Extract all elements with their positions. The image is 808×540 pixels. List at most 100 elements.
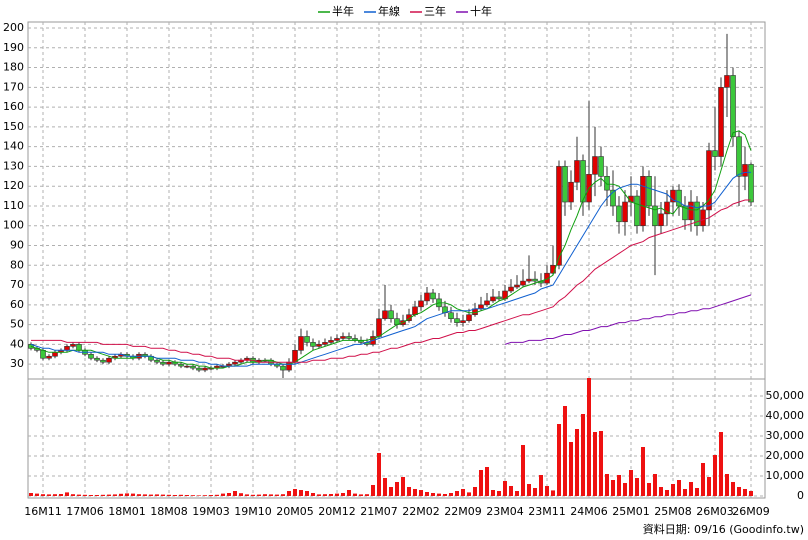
volume-bar [533, 488, 537, 496]
volume-bar [323, 494, 327, 496]
volume-bar [653, 474, 657, 496]
volume-bar [341, 493, 345, 496]
candle-body [340, 336, 346, 339]
candle-body [742, 164, 748, 177]
candle-body [232, 361, 238, 365]
volume-bar [353, 493, 357, 496]
candle-body [196, 367, 202, 371]
volume-bar [575, 429, 579, 496]
volume-bar [173, 495, 177, 496]
x-tick-label: 17M06 [66, 505, 104, 518]
volume-bar [467, 492, 471, 496]
volume-bar [329, 494, 333, 496]
volume-bar [167, 494, 171, 496]
candle-body [328, 340, 334, 343]
volume-bar [701, 463, 705, 496]
volume-bar [419, 490, 423, 496]
candle-body [52, 351, 58, 357]
volume-bar [491, 490, 495, 496]
candle-body [580, 160, 586, 203]
y-tick-label: 190 [3, 41, 24, 54]
volume-bar [53, 494, 57, 496]
volume-bar [713, 455, 717, 496]
volume-bar [617, 475, 621, 496]
y2-tick-label: 30,000 [766, 429, 805, 442]
candle-body [520, 280, 526, 286]
candle-body [490, 296, 496, 302]
x-tick-label: 23M04 [486, 505, 524, 518]
y-tick-label: 200 [3, 21, 24, 34]
candle-body [646, 176, 652, 207]
volume-bar [671, 484, 675, 496]
candle-body [532, 278, 538, 282]
x-tick-label: 25M01 [612, 505, 650, 518]
volume-bar [431, 493, 435, 496]
volume-bar [197, 495, 201, 496]
candle-body [616, 205, 622, 223]
volume-bar [635, 478, 639, 496]
volume-bar [611, 480, 615, 496]
y-tick-label: 120 [3, 179, 24, 192]
volume-bar [179, 494, 183, 496]
volume-bar [311, 493, 315, 496]
volume-bar [89, 495, 93, 496]
candle-body [184, 365, 190, 368]
volume-bar [275, 494, 279, 496]
candle-body [688, 201, 694, 221]
volume-bar [749, 491, 753, 496]
y-tick-label: 140 [3, 140, 24, 153]
volume-bar [335, 493, 339, 496]
candle-body [106, 357, 112, 363]
candle-body [712, 150, 718, 157]
volume-bar [497, 491, 501, 496]
volume-bar [473, 487, 477, 496]
x-tick-label: 19M10 [234, 505, 272, 518]
volume-bar [623, 483, 627, 496]
volume-bar [125, 493, 129, 496]
candle-body [376, 318, 382, 337]
candle-body [730, 75, 736, 138]
y-tick-label: 130 [3, 159, 24, 172]
volume-bar [527, 484, 531, 496]
candle-body [40, 350, 46, 359]
y-tick-label: 180 [3, 61, 24, 74]
x-tick-label: 18M01 [108, 505, 146, 518]
candle-body [424, 292, 430, 302]
volume-bar [659, 487, 663, 496]
candle-body [604, 176, 610, 191]
volume-bar [287, 491, 291, 496]
volume-bar [407, 487, 411, 496]
volume-bar [377, 453, 381, 496]
volume-bar [119, 493, 123, 496]
y-tick-label: 100 [3, 219, 24, 232]
volume-bar [425, 492, 429, 496]
volume-bar [401, 477, 405, 496]
candle-body [346, 336, 352, 339]
candle-body [484, 300, 490, 306]
candle-body [466, 314, 472, 321]
volume-bar [521, 445, 525, 496]
candle-body [292, 350, 298, 363]
x-tick-label: 26M09 [732, 505, 770, 518]
volume-bar [563, 406, 567, 496]
volume-bar [77, 494, 81, 496]
y2-tick-label: 0 [797, 489, 804, 502]
y-tick-label: 80 [10, 258, 24, 271]
candle-body [454, 318, 460, 323]
candle-body [640, 176, 646, 227]
volume-bar [581, 414, 585, 496]
x-tick-label: 23M11 [528, 505, 566, 518]
volume-bar [47, 494, 51, 496]
y-tick-label: 90 [10, 239, 24, 252]
volume-bar [365, 494, 369, 496]
volume-bar [257, 494, 261, 496]
volume-bar [743, 489, 747, 496]
candle-body [388, 310, 394, 319]
volume-bar [641, 447, 645, 496]
y2-tick-label: 40,000 [766, 409, 805, 422]
candle-body [670, 189, 676, 203]
x-tick-label: 18M08 [150, 505, 188, 518]
legend-label: 半年 [332, 4, 354, 18]
volume-bar [209, 495, 213, 496]
